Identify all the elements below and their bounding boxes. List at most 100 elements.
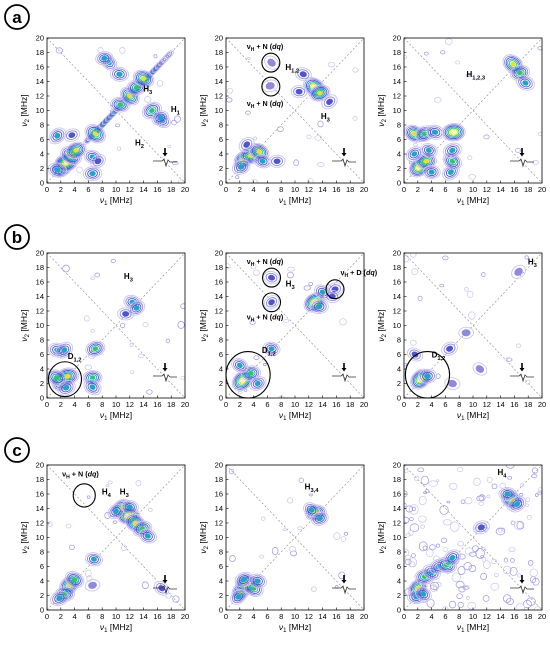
x-tick-label: 12: [305, 612, 313, 621]
noise-contour: [283, 318, 290, 323]
y-tick-label: 4: [40, 365, 44, 374]
peak-contour: [424, 373, 431, 379]
anti-diagonal-line: [404, 38, 542, 183]
peak-contour: [507, 58, 519, 70]
noise-contour: [478, 501, 485, 506]
peak-contour: [133, 84, 140, 90]
x-tick-label: 4: [430, 185, 434, 194]
y-axis-label: ν2 [MHz]: [19, 94, 31, 126]
peak-contour: [511, 264, 526, 279]
noise-contour: [522, 600, 532, 609]
peak-contour: [423, 159, 429, 164]
y-tick-label: 4: [219, 150, 223, 159]
noise-contour: [515, 603, 525, 610]
peak-contour: [426, 168, 437, 177]
x-tick-label: 2: [416, 400, 420, 409]
inset-trace: [332, 575, 356, 595]
noise-contour: [288, 546, 297, 552]
y-tick-label: 0: [219, 606, 223, 615]
peak-contour: [498, 487, 517, 501]
noise-contour: [146, 389, 153, 395]
peak: [442, 152, 462, 170]
y-tick-label: 18: [36, 263, 44, 272]
noise-contour: [298, 477, 304, 484]
noise-contour: [130, 370, 135, 374]
noise-contour: [430, 584, 438, 592]
peak-contour: [236, 162, 247, 172]
peak-contour: [89, 171, 96, 177]
peak-contour: [416, 588, 430, 601]
y-axis-label: ν2 [MHz]: [198, 309, 210, 341]
peak-contour: [119, 86, 140, 106]
x-tick-label: 0: [224, 185, 228, 194]
inset-arrow-head: [162, 368, 168, 372]
peak-contour: [446, 167, 456, 177]
peak-contour: [231, 590, 245, 604]
peak-contour: [92, 346, 99, 352]
peak-contour: [71, 146, 81, 154]
x-tick-label: 16: [510, 612, 518, 621]
peak-contour: [85, 380, 100, 394]
peak-label: H3,4: [305, 483, 320, 495]
row-label-c: c: [4, 437, 30, 463]
peak-contour: [140, 76, 147, 81]
y-tick-label: 20: [215, 461, 223, 470]
inset-trace: [510, 363, 534, 383]
highlight-circle: [47, 361, 83, 398]
noise-contour: [226, 97, 233, 103]
noise-contour: [460, 499, 466, 505]
y-tick-label: 2: [397, 591, 401, 600]
noise-contour: [409, 504, 419, 515]
peak: [65, 141, 87, 160]
peak-contour: [231, 357, 249, 373]
y-tick-label: 16: [36, 63, 44, 72]
peak-contour: [428, 169, 435, 175]
y-tick-label: 2: [397, 164, 401, 173]
peak-contour: [326, 291, 339, 302]
highlight-circle: [261, 52, 281, 73]
peak-contour: [444, 144, 460, 157]
x-tick-label: 2: [416, 185, 420, 194]
noise-contour: [343, 532, 349, 536]
peak-contour: [308, 507, 315, 513]
x-tick-label: 10: [469, 612, 477, 621]
peak-contour: [267, 58, 276, 67]
peak-contour: [268, 346, 275, 352]
plot-content: [47, 465, 185, 610]
peak-contour: [253, 154, 272, 169]
noise-contour: [306, 134, 312, 140]
x-tick-label: 12: [483, 612, 491, 621]
peak-label: H3: [321, 112, 330, 124]
peak-contour: [88, 343, 102, 354]
peak-contour: [504, 491, 511, 497]
x-tick-label: 10: [291, 612, 299, 621]
x-tick-label: 12: [126, 400, 134, 409]
noise-contour: [505, 598, 515, 605]
noise-contour: [86, 575, 93, 582]
peak-contour: [52, 131, 63, 141]
x-tick-label: 12: [483, 400, 491, 409]
noise-contour: [467, 601, 477, 610]
row-label-b-text: b: [12, 228, 22, 247]
x-tick-label: 12: [305, 400, 313, 409]
peak-label: D1,2: [68, 352, 82, 364]
peak-contour: [511, 66, 529, 80]
peak: [238, 136, 255, 153]
peak-contour: [407, 147, 421, 161]
noise-contour: [418, 515, 427, 523]
peak-contour: [52, 165, 63, 175]
hyperfine-label: νH + N (dq): [247, 42, 284, 53]
peak-contour: [117, 102, 124, 108]
y-tick-label: 4: [219, 577, 223, 586]
peak: [444, 377, 461, 390]
noise-contour: [90, 276, 96, 281]
peak: [422, 165, 441, 180]
peak-contour: [414, 586, 432, 602]
peak-contour: [122, 501, 137, 513]
peak-contour: [111, 68, 127, 81]
ridge-contour: [160, 52, 172, 63]
y-tick-label: 2: [40, 379, 44, 388]
peak-label: H2: [135, 138, 144, 150]
peak: [84, 552, 103, 567]
x-axis-label: ν1 [MHz]: [279, 410, 311, 422]
